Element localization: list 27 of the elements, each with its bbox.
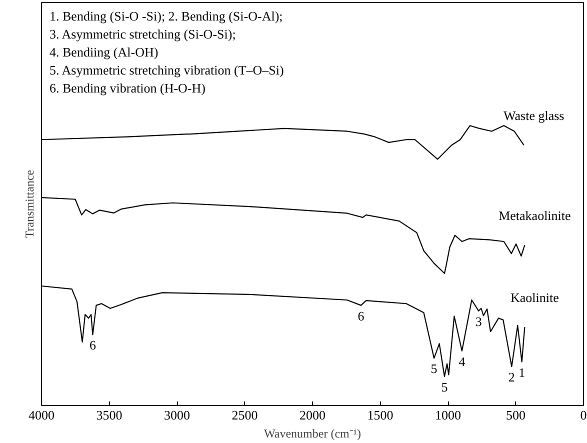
x-tick-label: 1000 [435,408,461,422]
annotation: 4 [458,354,466,369]
annotation: 5 [430,361,438,376]
x-tick-label: 500 [506,408,526,422]
x-tick-label: 2000 [300,408,326,422]
annotation: 6 [358,308,365,324]
x-tick-label: 4000 [28,408,54,422]
annotation: 5 [441,379,448,394]
text: 6. Bending vibration (H-O-H) [50,80,206,96]
text: 1. Bending (Si-O -Si); 2. Bending (Si-O-Al); [50,8,283,24]
series-label: Metakaolinite [498,208,572,224]
series-label: Waste glass [504,108,564,124]
text: 3. Asymmetric stretching (Si-O-Si); [50,26,236,42]
x-tick-label: 0 [580,408,587,422]
x-tick-label: 3500 [96,408,122,422]
x-tick-label: 2500 [232,408,258,422]
text: 5. Asymmetric stretching vibration (T–O–Si) [50,62,284,78]
x-axis-title: Wavenumber (cm⁻¹) [264,426,361,440]
annotation: 1 [518,364,526,380]
text: 4. Bendiing (Al-OH) [50,44,158,60]
annotation: 3 [475,314,482,329]
x-tick-label: 3000 [164,408,190,422]
y-axis-title: Transmittance [22,170,36,238]
series-label: Kaolinite [510,290,560,306]
x-tick-label: 1500 [367,408,394,422]
annotation: 6 [89,338,96,353]
annotation: 2 [508,370,515,385]
